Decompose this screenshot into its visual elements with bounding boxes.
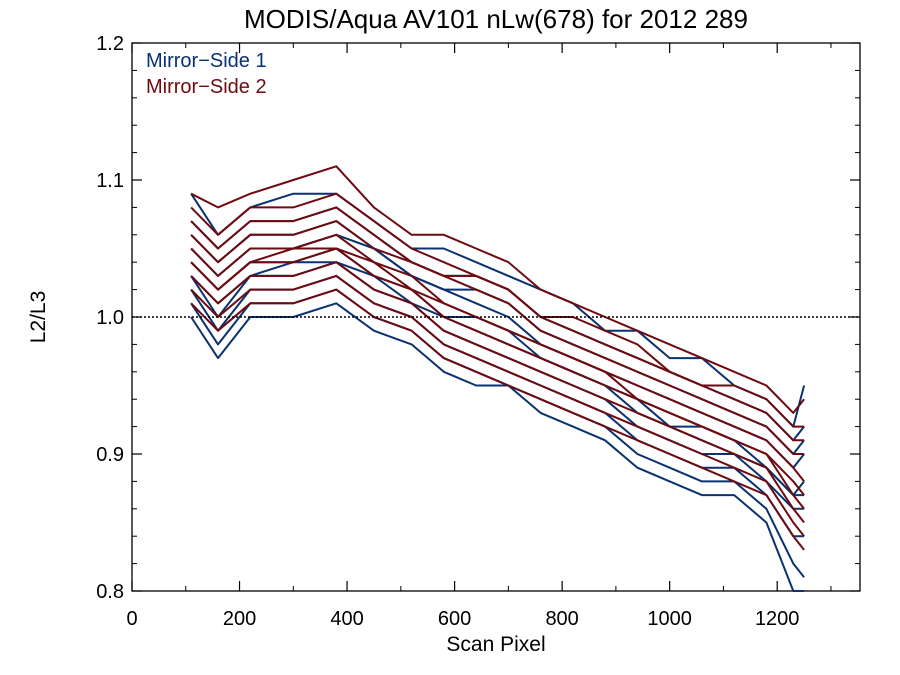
series-line-2 bbox=[190, 206, 805, 442]
series-lines bbox=[190, 165, 806, 592]
y-tick-label: 0.8 bbox=[96, 581, 124, 603]
x-tick-label: 200 bbox=[223, 608, 256, 630]
series-line-12 bbox=[190, 192, 805, 428]
legend: Mirror−Side 1 Mirror−Side 2 bbox=[146, 50, 267, 98]
series-line-7 bbox=[190, 288, 805, 578]
series-line-11 bbox=[190, 165, 805, 414]
series-line-19 bbox=[190, 206, 805, 442]
series-line-3 bbox=[190, 233, 805, 469]
legend-entry-2: Mirror−Side 2 bbox=[146, 76, 267, 98]
y-axis-ticks: 0.8 0.9 1.0 1.1 1.2 bbox=[96, 33, 860, 603]
y-tick-label: 1.1 bbox=[96, 170, 124, 192]
legend-entry-1: Mirror−Side 1 bbox=[146, 50, 267, 72]
y-tick-label: 1.2 bbox=[96, 33, 124, 55]
x-tick-label: 1200 bbox=[755, 608, 800, 630]
x-tick-label: 400 bbox=[330, 608, 363, 630]
x-tick-label: 800 bbox=[545, 608, 578, 630]
chart-title: MODIS/Aqua AV101 nLw(678) for 2012 289 bbox=[244, 4, 748, 34]
series-line-10 bbox=[190, 261, 805, 497]
series-line-18 bbox=[190, 288, 805, 551]
x-axis-label: Scan Pixel bbox=[446, 633, 545, 656]
y-tick-label: 0.9 bbox=[96, 444, 124, 466]
series-line-17 bbox=[190, 274, 805, 537]
series-line-20 bbox=[190, 247, 805, 510]
y-tick-label: 1.0 bbox=[96, 307, 124, 329]
x-tick-label: 1000 bbox=[647, 608, 692, 630]
series-line-13 bbox=[190, 220, 805, 455]
series-line-6 bbox=[190, 274, 805, 538]
x-tick-label: 0 bbox=[126, 608, 137, 630]
series-line-16 bbox=[190, 261, 805, 524]
y-axis-label: L2/L3 bbox=[27, 291, 50, 344]
x-axis-ticks: 0 200 400 600 800 1000 1200 bbox=[126, 43, 832, 630]
x-tick-label: 600 bbox=[438, 608, 471, 630]
series-line-1 bbox=[190, 192, 806, 428]
series-line-8 bbox=[190, 302, 805, 592]
series-line-9 bbox=[190, 220, 805, 455]
